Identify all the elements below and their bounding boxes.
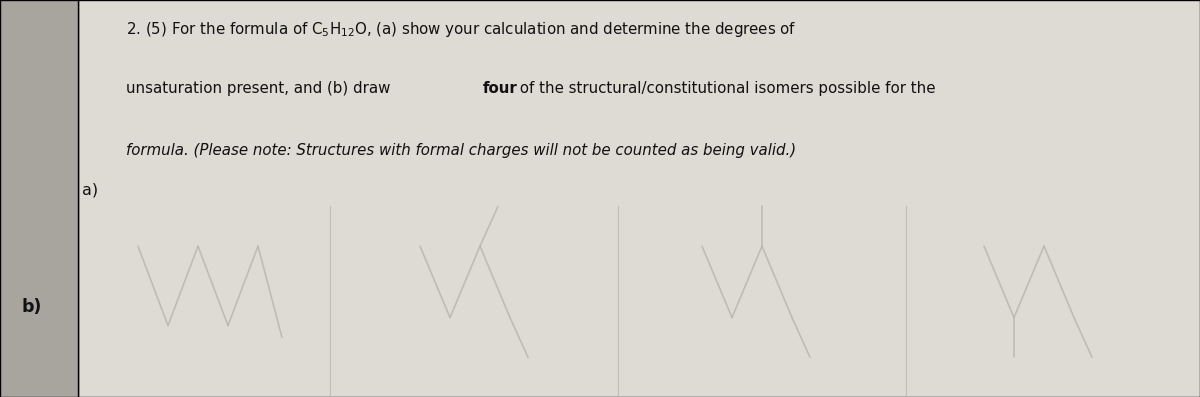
Text: a): a): [82, 183, 97, 198]
FancyBboxPatch shape: [0, 0, 78, 397]
Text: of the structural/constitutional isomers possible for the: of the structural/constitutional isomers…: [515, 81, 935, 96]
Text: 2. (5) For the formula of $\mathregular{C_5H_{12}O}$, (a) show your calculation : 2. (5) For the formula of $\mathregular{…: [126, 20, 797, 39]
Text: four: four: [482, 81, 517, 96]
FancyBboxPatch shape: [78, 0, 1200, 397]
Text: b): b): [22, 298, 42, 316]
Text: formula. (Please note: Structures with formal charges will not be counted as bei: formula. (Please note: Structures with f…: [126, 143, 796, 158]
Text: unsaturation present, and (b) draw: unsaturation present, and (b) draw: [126, 81, 395, 96]
